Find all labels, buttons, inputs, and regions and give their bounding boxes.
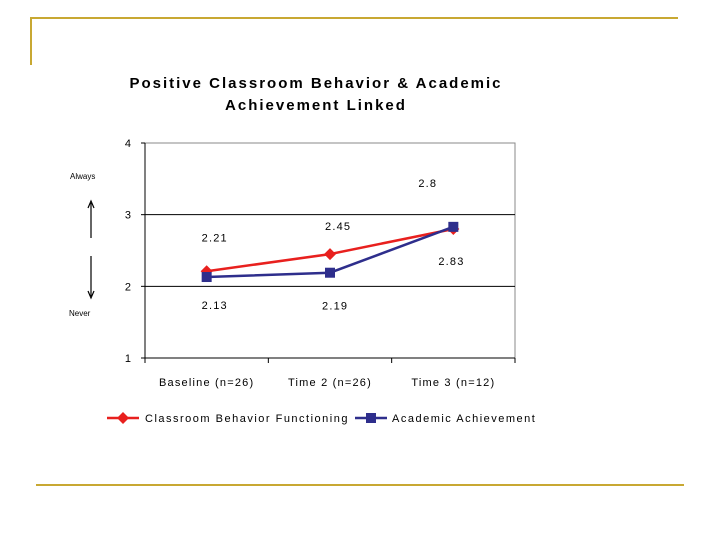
chart-legend: Classroom Behavior Functioning Academic A… xyxy=(107,412,536,425)
data-label: 2.83 xyxy=(438,256,464,268)
x-tick-label: Time 2 (n=26) xyxy=(288,377,372,389)
scale-arrow-down-head xyxy=(87,290,95,300)
frame-left-rule xyxy=(30,17,32,65)
data-point-diamond xyxy=(324,248,336,261)
data-point-square xyxy=(448,221,459,232)
chart-title-line-2: Achievement Linked xyxy=(225,97,407,114)
scale-arrow-up-head xyxy=(87,199,95,209)
data-label: 2.21 xyxy=(202,232,228,244)
data-label: 2.8 xyxy=(418,178,437,190)
y-tick-label: 4 xyxy=(125,138,131,150)
always-label: Always xyxy=(70,172,96,181)
frame-bottom-rule xyxy=(36,484,684,486)
y-tick-label: 1 xyxy=(125,353,131,365)
data-label: 2.45 xyxy=(325,221,351,233)
data-point-square xyxy=(201,272,212,283)
data-label: 2.13 xyxy=(202,300,228,312)
y-tick-label: 2 xyxy=(125,281,131,293)
legend-swatch-marker xyxy=(117,412,129,424)
never-label: Never xyxy=(69,309,91,318)
x-tick-label: Time 3 (n=12) xyxy=(411,377,495,389)
plot-area: 1 2 3 4 Baseline (n=26) Time 2 (n=26) Time 3 (… xyxy=(125,138,516,389)
x-tick-label: Baseline (n=26) xyxy=(159,377,254,389)
chart-title-line-1: Positive Classroom Behavior & Academic xyxy=(129,75,502,92)
legend-swatch-marker xyxy=(366,413,376,423)
data-point-square xyxy=(325,267,335,278)
y-tick-label: 3 xyxy=(125,210,131,222)
data-label: 2.19 xyxy=(322,301,348,313)
legend-label: Classroom Behavior Functioning xyxy=(145,413,349,425)
frame-top-rule xyxy=(30,17,678,19)
legend-label: Academic Achievement xyxy=(392,413,536,425)
